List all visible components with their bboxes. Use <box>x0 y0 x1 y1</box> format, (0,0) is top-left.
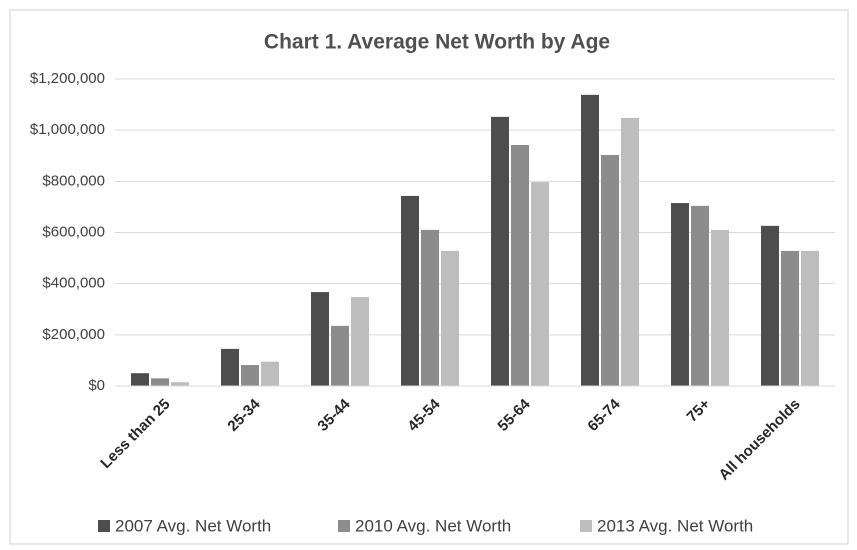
bar <box>711 229 729 386</box>
bar <box>671 203 689 386</box>
bar <box>241 365 259 386</box>
bar <box>131 373 149 386</box>
bar <box>761 225 779 386</box>
y-tick-label: $1,200,000 <box>30 70 105 87</box>
bar <box>441 250 459 386</box>
bar <box>531 182 549 386</box>
legend-swatch <box>98 520 110 532</box>
bar <box>421 229 439 386</box>
bar <box>401 195 419 386</box>
chart-title: Chart 1. Average Net Worth by Age <box>264 31 610 54</box>
bar <box>151 378 169 386</box>
y-tick-label: $0 <box>88 377 105 394</box>
bar <box>781 250 799 386</box>
bar <box>601 154 619 386</box>
y-tick-label: $800,000 <box>42 172 105 189</box>
bar <box>331 325 349 386</box>
legend-swatch <box>338 520 350 532</box>
bar <box>621 117 639 387</box>
bar <box>581 94 599 386</box>
legend-label: 2007 Avg. Net Worth <box>115 516 271 535</box>
y-tick-label: $1,000,000 <box>30 121 105 138</box>
bar <box>171 382 189 386</box>
y-tick-label: $600,000 <box>42 223 105 240</box>
bar <box>261 361 279 386</box>
y-tick-label: $200,000 <box>42 326 105 343</box>
legend-label: 2010 Avg. Net Worth <box>355 516 511 535</box>
bar <box>221 348 239 386</box>
bar <box>801 250 819 386</box>
y-tick-label: $400,000 <box>42 275 105 292</box>
legend-swatch <box>580 520 592 532</box>
bar <box>511 145 529 386</box>
bar <box>491 116 509 386</box>
bar <box>311 292 329 386</box>
bar <box>691 205 709 386</box>
legend-label: 2013 Avg. Net Worth <box>597 516 753 535</box>
bar <box>351 296 369 386</box>
